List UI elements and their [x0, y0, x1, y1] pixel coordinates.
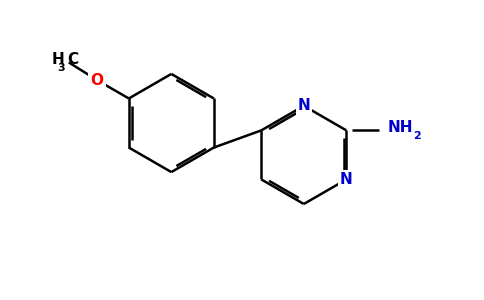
Text: 2: 2 [413, 131, 421, 141]
Text: NH: NH [388, 120, 413, 135]
Text: N: N [340, 172, 353, 187]
Text: C: C [67, 52, 78, 68]
Text: O: O [91, 73, 104, 88]
Text: H: H [51, 52, 64, 68]
Text: N: N [298, 98, 310, 113]
Text: 3: 3 [57, 63, 65, 73]
